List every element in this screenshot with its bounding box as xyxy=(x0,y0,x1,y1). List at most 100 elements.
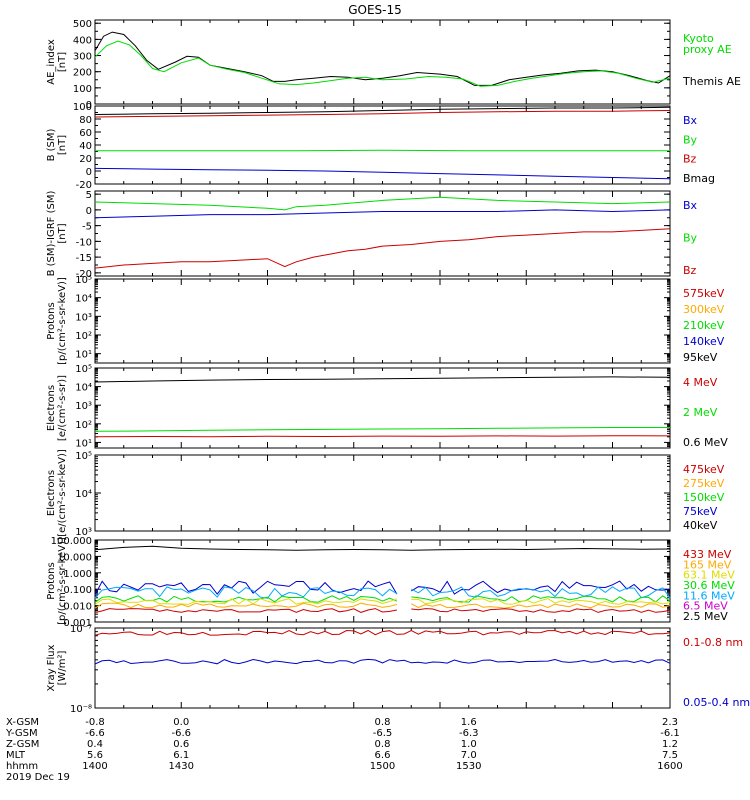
panel-frame xyxy=(94,190,671,277)
legend-entry: 0.6 MeV xyxy=(683,436,728,449)
legend-entry: 433 MeV xyxy=(683,548,732,561)
legend-entry: Bz xyxy=(683,153,697,166)
x-row-value: -6.3 xyxy=(459,728,479,739)
legend-entry: 165 MeV xyxy=(683,558,732,571)
y-tick-label: 60 xyxy=(79,128,92,139)
y-tick-label: 10² xyxy=(75,331,92,342)
y-axis-label: [nT] xyxy=(57,135,68,155)
x-row-value: 6.6 xyxy=(375,750,391,761)
panel-2: -20 -15 -10 -5 0 5 B (SM)-IGRF (SM) [nT] Bx By Bz xyxy=(46,190,698,280)
y-tick-label: 10⁻⁷ xyxy=(70,624,92,635)
y-axis-label: Xray Flux xyxy=(46,644,57,691)
legend-entry: 4 MeV xyxy=(683,376,718,389)
series-line xyxy=(94,435,671,438)
y-tick-label: 10⁵ xyxy=(75,364,92,375)
panel-4: 10¹ 10² 10³ 10⁴ 10⁵ Electrons [e/(cm²-s-sr)] 4 … xyxy=(46,364,728,449)
y-tick-label: -20 xyxy=(76,269,92,280)
y-axis-label: [p/(cm²-s-sr-keV)] xyxy=(57,537,68,625)
series-line xyxy=(94,167,671,180)
x-row-value: 1.6 xyxy=(461,717,477,728)
legend-entry: 11.6 MeV xyxy=(683,589,735,602)
y-tick-label: 10⁴ xyxy=(75,294,92,305)
x-row-label: hhmm xyxy=(6,761,38,772)
x-row-value: -6.6 xyxy=(171,728,191,739)
legend-entry: 300keV xyxy=(683,303,725,316)
y-axis-label: [nT] xyxy=(57,52,68,72)
series-line xyxy=(94,196,671,211)
panel-1: -20 0 20 40 60 80 100 B (SM) [nT] Bx By Bz Bmag xyxy=(46,102,715,191)
y-axis-label: [p/(cm²-s-sr-keV)] xyxy=(57,277,68,365)
y-tick-label: 10¹ xyxy=(75,350,92,361)
y-axis-label: [e/(cm²-s-sr)] xyxy=(57,375,68,441)
x-row-value: -0.8 xyxy=(85,717,105,728)
y-tick-label: 10⁻⁸ xyxy=(70,704,92,715)
x-row-value: -6.5 xyxy=(373,728,393,739)
y-tick-label: 10⁵ xyxy=(75,275,92,286)
x-row-value: 0.0 xyxy=(173,717,189,728)
y-axis-label: [nT] xyxy=(57,223,68,243)
legend-entry: Kyoto xyxy=(683,32,714,45)
x-row-value: 7.0 xyxy=(461,750,477,761)
x-row-value: -6.1 xyxy=(660,728,680,739)
series-line xyxy=(94,629,671,636)
y-tick-label: 0.010 xyxy=(63,602,92,613)
x-row-value: 0.4 xyxy=(87,739,103,750)
y-tick-label: 10³ xyxy=(75,401,92,412)
y-axis-label: B (SM)-IGRF (SM) xyxy=(46,191,57,277)
legend-entry: Bmag xyxy=(683,172,715,185)
y-axis-label: Electrons xyxy=(46,385,57,431)
y-axis-label: Protons xyxy=(46,562,57,599)
legend-entry: 575keV xyxy=(683,287,725,300)
y-tick-label: 10.000 xyxy=(57,552,92,563)
x-row-value: 1600 xyxy=(657,761,682,772)
panel-3: 10¹ 10² 10³ 10⁴ 10⁵ Protons [p/(cm²-s-sr-keV)]… xyxy=(46,275,725,365)
y-tick-label: 1.000 xyxy=(63,569,92,580)
y-tick-label: -15 xyxy=(76,253,92,264)
series-line xyxy=(94,595,671,603)
y-axis-label: [W/m²] xyxy=(57,650,68,685)
series-line xyxy=(94,40,671,87)
series-line xyxy=(94,376,671,383)
y-tick-label: 10⁴ xyxy=(75,489,92,500)
legend-entry: 0.05-0.4 nm xyxy=(683,696,750,709)
legend-entry: 140keV xyxy=(683,335,725,348)
x-row-label: MLT xyxy=(6,750,26,761)
series-line xyxy=(94,427,670,432)
x-row-value: 1500 xyxy=(370,761,395,772)
x-row-value: 0.8 xyxy=(375,717,391,728)
y-tick-label: -5 xyxy=(82,222,92,233)
y-tick-label: 0 xyxy=(86,167,92,178)
x-row-value: 1.0 xyxy=(461,739,477,750)
legend-entry: 275keV xyxy=(683,477,725,490)
panel-6: 0.001 0.010 0.100 1.000 10.000 100.000 Protons… xyxy=(46,536,735,629)
y-tick-label: 0 xyxy=(86,206,92,217)
series-line xyxy=(94,106,671,115)
legend-entry: proxy AE xyxy=(683,43,732,56)
legend-entry: 2 MeV xyxy=(683,406,718,419)
y-tick-label: 10¹ xyxy=(75,438,92,449)
legend-entry: 40keV xyxy=(683,519,718,532)
panel-frame xyxy=(94,627,671,709)
x-axis-table: X-GSM -0.8 0.0 0.8 1.6 2.3 Y-GSM -6.6 -6.6 -6.5 -6… xyxy=(5,717,683,783)
y-tick-label: 100.000 xyxy=(51,536,92,547)
series-line xyxy=(94,110,671,118)
y-tick-label: 100 xyxy=(73,84,92,95)
y-axis-label: [e/(cm²-s-sr-keV)] xyxy=(57,449,68,537)
y-tick-label: 5 xyxy=(86,190,92,201)
y-tick-label: -20 xyxy=(76,180,92,191)
legend-entry: 210keV xyxy=(683,319,725,332)
x-row-label: Z-GSM xyxy=(6,739,39,750)
legend-entry: 150keV xyxy=(683,491,725,504)
x-row-value: 1530 xyxy=(456,761,481,772)
y-axis-label: AE_index xyxy=(46,39,57,85)
y-tick-label: 200 xyxy=(73,68,92,79)
series-line xyxy=(94,658,671,665)
panel-frame xyxy=(94,454,671,532)
panel-frame xyxy=(94,278,671,364)
series-line xyxy=(94,31,671,86)
y-tick-label: 500 xyxy=(73,19,92,30)
legend-entry: 95keV xyxy=(683,351,718,364)
x-row-value: 5.6 xyxy=(87,750,103,761)
y-tick-label: 10⁴ xyxy=(75,383,92,394)
